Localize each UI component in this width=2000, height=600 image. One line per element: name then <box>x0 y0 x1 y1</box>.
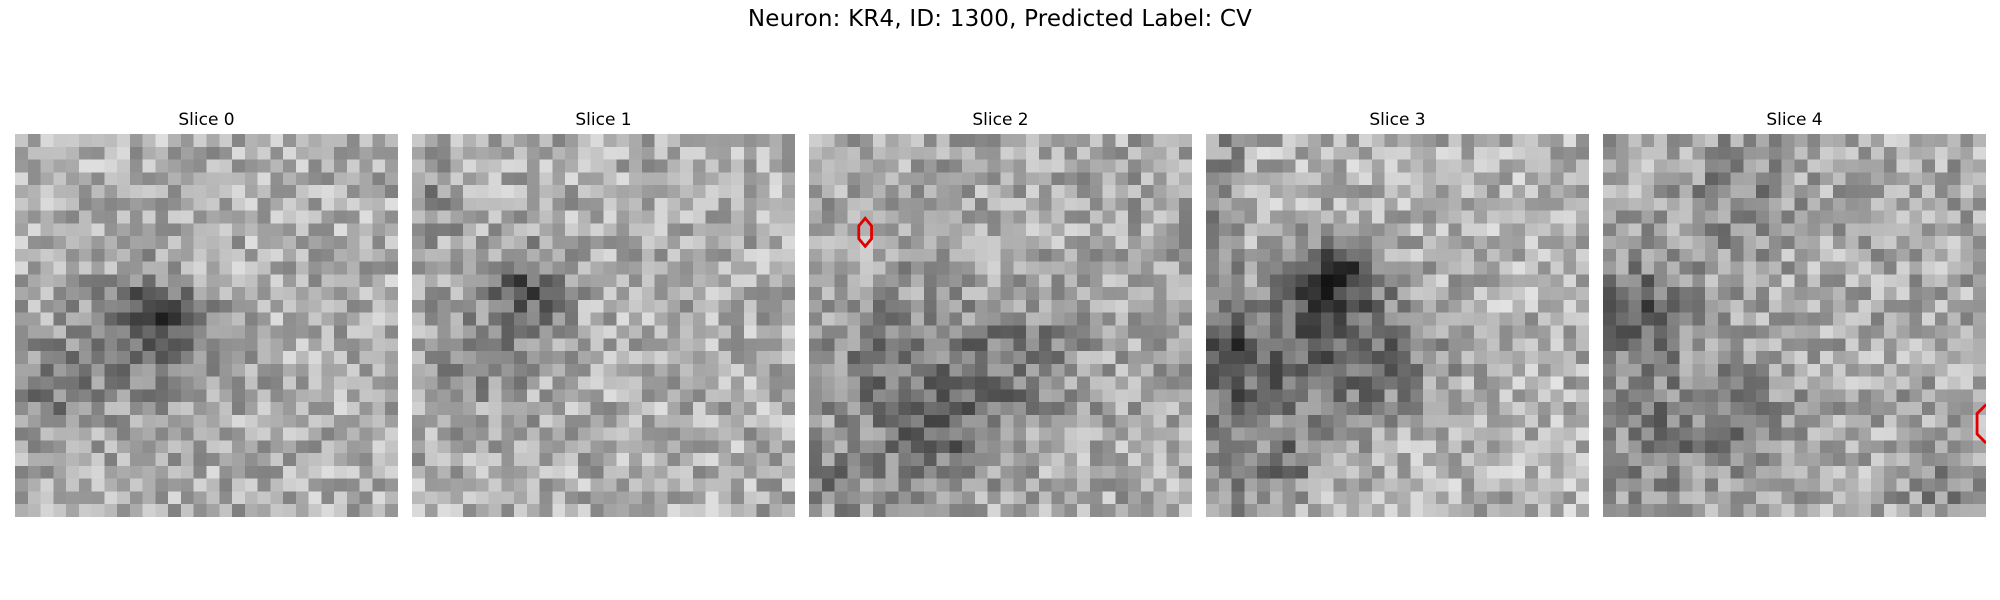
slice-image-1 <box>412 134 795 517</box>
slice-image-0 <box>15 134 398 517</box>
slice-title-0: Slice 0 <box>178 110 235 130</box>
slice-image-3 <box>1206 134 1589 517</box>
slice-panel-2: Slice 2 <box>809 108 1192 517</box>
slice-image-4 <box>1603 134 1986 517</box>
slice-image-2 <box>809 134 1192 517</box>
slice-panel-4: Slice 4 <box>1603 108 1986 517</box>
slice-panel-0: Slice 0 <box>15 108 398 517</box>
slice-panel-1: Slice 1 <box>412 108 795 517</box>
slice-title-1: Slice 1 <box>575 110 632 130</box>
slice-title-2: Slice 2 <box>972 110 1029 130</box>
slice-panel-3: Slice 3 <box>1206 108 1589 517</box>
figure-title: Neuron: KR4, ID: 1300, Predicted Label: … <box>747 6 1253 32</box>
slice-title-3: Slice 3 <box>1369 110 1426 130</box>
roi-contour-outline <box>1975 403 1986 444</box>
roi-contour-outline <box>857 216 873 249</box>
slice-title-4: Slice 4 <box>1766 110 1823 130</box>
